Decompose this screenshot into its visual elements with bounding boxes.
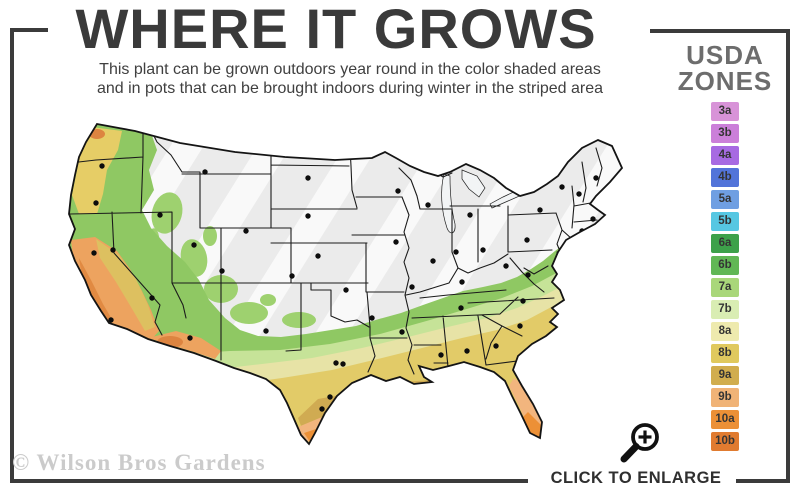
city-dot xyxy=(524,237,530,243)
city-dot xyxy=(202,169,208,175)
city-dot xyxy=(108,317,114,323)
city-dot xyxy=(493,343,499,349)
legend-zone-5b: 5b xyxy=(711,212,739,231)
us-outline xyxy=(68,123,624,446)
city-dot xyxy=(93,200,99,206)
city-dot xyxy=(590,216,596,222)
city-dot xyxy=(480,247,486,253)
frame-bottom-left xyxy=(10,479,528,483)
city-dot xyxy=(464,348,470,354)
legend-zone-8a: 8a xyxy=(711,322,739,341)
click-to-enlarge-button[interactable]: CLICK TO ENLARGE xyxy=(536,467,736,491)
legend-zone-10a: 10a xyxy=(711,410,739,429)
legend-zone-3a: 3a xyxy=(711,102,739,121)
magnifier-plus-icon[interactable] xyxy=(612,414,672,470)
frame-bottom-right xyxy=(734,479,790,483)
city-dot xyxy=(399,329,405,335)
city-dot xyxy=(438,352,444,358)
city-dot xyxy=(157,212,163,218)
city-dot xyxy=(403,389,409,395)
city-dot xyxy=(99,163,105,169)
city-dot xyxy=(593,175,599,181)
legend-zone-4b: 4b xyxy=(711,168,739,187)
city-dot xyxy=(430,258,436,264)
legend-zone-3b: 3b xyxy=(711,124,739,143)
city-dot xyxy=(315,253,321,259)
city-dot xyxy=(149,295,155,301)
legend-zone-5a: 5a xyxy=(711,190,739,209)
city-dot xyxy=(425,202,431,208)
mountain-green-pockets xyxy=(142,192,316,328)
city-dot xyxy=(263,328,269,334)
usda-zones-legend: USDA ZONES 3a 3b 4a 4b 5a 5b 6a 6b 7a 7b 8a 8b 9a 9b 1… xyxy=(664,42,786,454)
legend-title: USDA ZONES xyxy=(664,42,786,94)
city-dot xyxy=(517,323,523,329)
city-dot xyxy=(503,263,509,269)
legend-title-line-1: USDA xyxy=(686,40,764,70)
city-dot xyxy=(409,284,415,290)
legend-zone-8b: 8b xyxy=(711,344,739,363)
city-dot xyxy=(393,239,399,245)
state-borders xyxy=(69,127,603,375)
subtitle: This plant can be grown outdoors year ro… xyxy=(30,60,670,98)
city-dot xyxy=(343,287,349,293)
city-dot xyxy=(91,250,97,256)
city-dot xyxy=(537,207,543,213)
legend-zone-9a: 9a xyxy=(711,366,739,385)
city-dot xyxy=(413,396,419,402)
legend-zone-7b: 7b xyxy=(711,300,739,319)
page-title: WHERE IT GROWS xyxy=(75,0,597,60)
legend-zone-4a: 4a xyxy=(711,146,739,165)
city-dot xyxy=(520,298,526,304)
city-dot xyxy=(327,394,333,400)
legend-zone-6a: 6a xyxy=(711,234,739,253)
city-dot xyxy=(453,249,459,255)
city-dot xyxy=(458,305,464,311)
city-dot xyxy=(305,175,311,181)
city-dot xyxy=(545,427,551,433)
legend-zone-10b: 10b xyxy=(711,432,739,451)
frame-left xyxy=(10,28,14,483)
lake-huron xyxy=(461,169,486,198)
frame-top-left xyxy=(10,28,48,32)
legend-zone-9b: 9b xyxy=(711,388,739,407)
city-dot xyxy=(395,188,401,194)
legend-zone-6b: 6b xyxy=(711,256,739,275)
legend-zone-list: 3a 3b 4a 4b 5a 5b 6a 6b 7a 7b 8a 8b 9a 9b 10a 10b xyxy=(711,102,739,451)
subtitle-line-1: This plant can be grown outdoors year ro… xyxy=(99,61,601,78)
watermark: © Wilson Bros Gardens xyxy=(12,450,266,475)
city-dot xyxy=(533,397,539,403)
city-dot xyxy=(191,242,197,248)
city-dot xyxy=(289,273,295,279)
city-dot xyxy=(340,361,346,367)
city-dot xyxy=(333,360,339,366)
city-dot xyxy=(354,399,360,405)
city-dot xyxy=(369,315,375,321)
city-dot xyxy=(559,184,565,190)
city-dot xyxy=(219,268,225,274)
city-dot xyxy=(110,247,116,253)
legend-zone-7a: 7a xyxy=(711,278,739,297)
legend-title-line-2: ZONES xyxy=(677,66,773,96)
frame-right xyxy=(786,29,790,483)
city-dot xyxy=(467,212,473,218)
city-dot xyxy=(459,279,465,285)
subtitle-line-2: and in pots that can be brought indoors … xyxy=(96,80,604,97)
city-dot xyxy=(525,272,531,278)
city-dots xyxy=(91,163,599,433)
city-dot xyxy=(187,335,193,341)
city-dot xyxy=(319,406,325,412)
city-dot xyxy=(305,213,311,219)
city-dot xyxy=(576,191,582,197)
frame-top-right xyxy=(650,29,790,33)
city-dot xyxy=(121,335,127,341)
city-dot xyxy=(243,228,249,234)
